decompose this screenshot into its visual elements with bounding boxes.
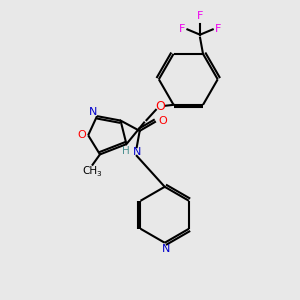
- Text: N: N: [162, 244, 170, 254]
- Text: F: F: [214, 24, 221, 34]
- Text: F: F: [179, 24, 186, 34]
- Text: O: O: [77, 130, 86, 140]
- Text: F: F: [197, 11, 203, 21]
- Text: N: N: [133, 147, 141, 157]
- Text: H: H: [122, 146, 129, 156]
- Text: CH: CH: [82, 167, 97, 176]
- Text: O: O: [159, 116, 168, 126]
- Text: O: O: [155, 100, 165, 113]
- Text: 3: 3: [96, 171, 101, 177]
- Text: N: N: [88, 107, 97, 117]
